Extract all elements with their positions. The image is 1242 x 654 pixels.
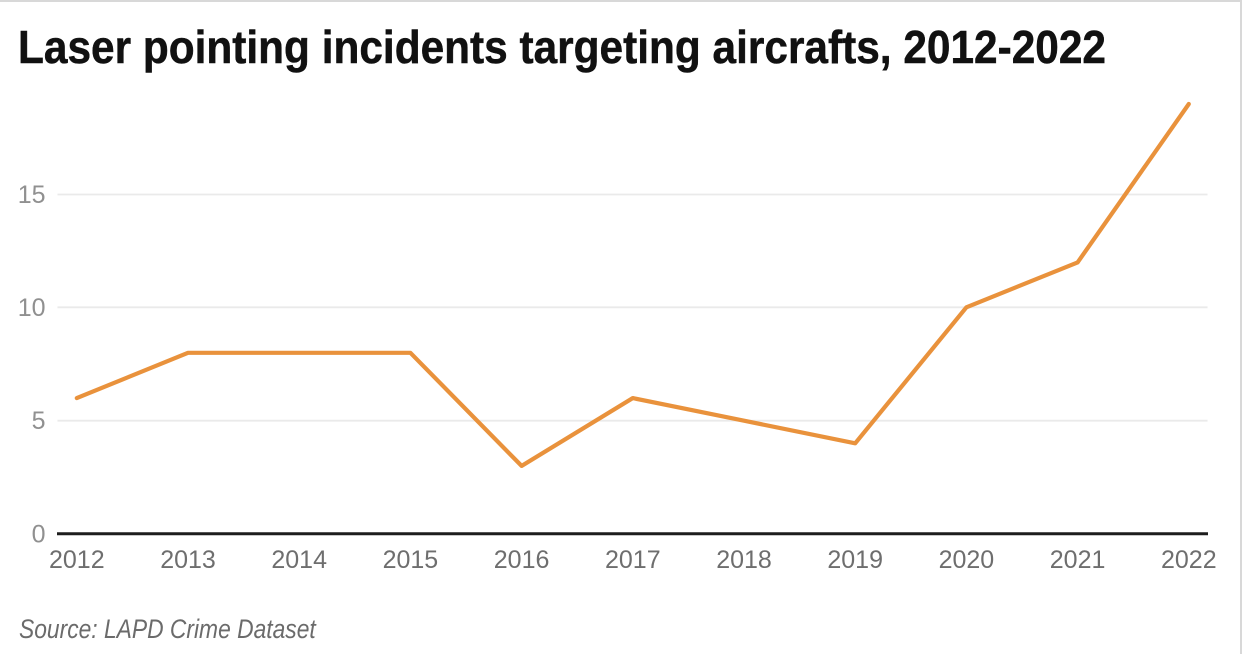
svg-text:15: 15 — [18, 181, 46, 209]
svg-text:2017: 2017 — [605, 546, 661, 574]
svg-text:2021: 2021 — [1050, 546, 1106, 574]
svg-text:2012: 2012 — [49, 546, 105, 574]
svg-text:10: 10 — [18, 294, 46, 322]
svg-text:2018: 2018 — [716, 546, 772, 574]
svg-text:2019: 2019 — [827, 546, 883, 574]
svg-text:2013: 2013 — [160, 546, 216, 574]
svg-text:2022: 2022 — [1161, 546, 1217, 574]
svg-text:2014: 2014 — [271, 546, 327, 574]
svg-text:5: 5 — [32, 407, 46, 435]
svg-text:2020: 2020 — [939, 546, 995, 574]
svg-text:0: 0 — [32, 521, 46, 549]
svg-text:2015: 2015 — [383, 546, 439, 574]
svg-text:2016: 2016 — [494, 546, 550, 574]
